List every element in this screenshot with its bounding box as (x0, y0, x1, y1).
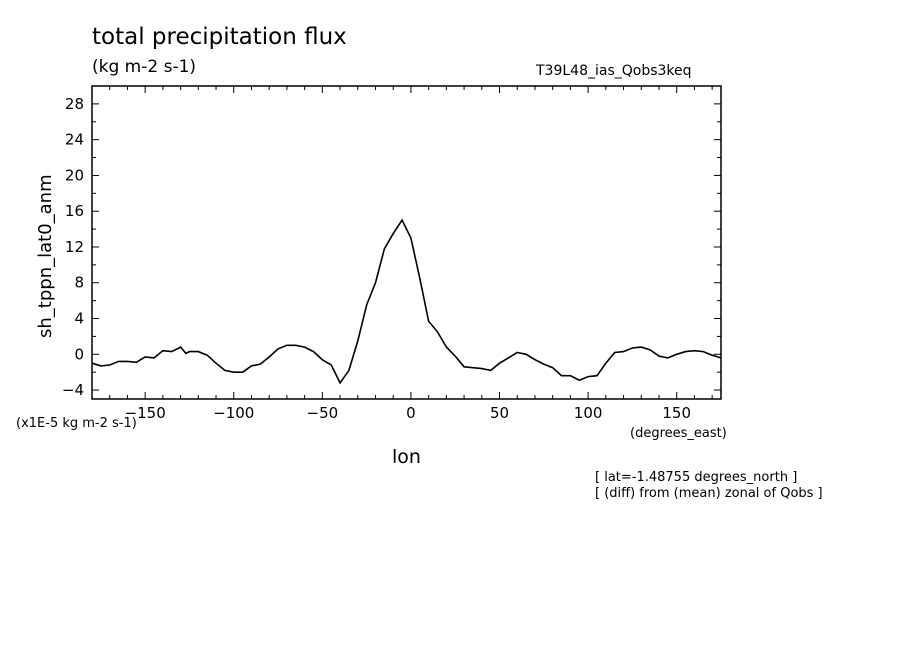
note-latitude: [ lat=-1.48755 degrees_north ] (595, 470, 798, 485)
x-tick-label: 100 (574, 404, 603, 422)
y-tick-label: 16 (65, 202, 84, 220)
x-axis-units: (degrees_east) (630, 426, 727, 441)
y-tick-label: −4 (62, 381, 84, 399)
y-tick-label: 12 (65, 238, 84, 256)
run-label: T39L48_ias_Qobs3keq (536, 63, 692, 79)
x-tick-label: 150 (662, 404, 691, 422)
y-axis-label: sh_tppn_lat0_anm (35, 174, 56, 338)
x-tick-label: −150 (125, 404, 166, 422)
x-tick-label: −100 (213, 404, 254, 422)
y-tick-label: 8 (74, 274, 84, 292)
y-tick-label: 28 (65, 95, 84, 113)
x-axis-label: lon (392, 446, 421, 468)
y-tick-label: 20 (65, 166, 84, 184)
x-tick-label: 0 (406, 404, 416, 422)
chart-title: total precipitation flux (92, 24, 347, 50)
series-line (91, 218, 722, 385)
x-tick-label: −50 (307, 404, 339, 422)
plot-frame (91, 85, 722, 400)
chart-subtitle: (kg m-2 s-1) (92, 57, 197, 77)
y-tick-label: 0 (74, 345, 84, 363)
y-tick-label: 24 (65, 131, 84, 149)
x-tick-label: 50 (490, 404, 509, 422)
y-scale-label: (x1E-5 kg m-2 s-1) (16, 416, 137, 431)
note-difference: [ (diff) from (mean) zonal of Qobs ] (595, 486, 823, 501)
y-tick-label: 4 (74, 310, 84, 328)
